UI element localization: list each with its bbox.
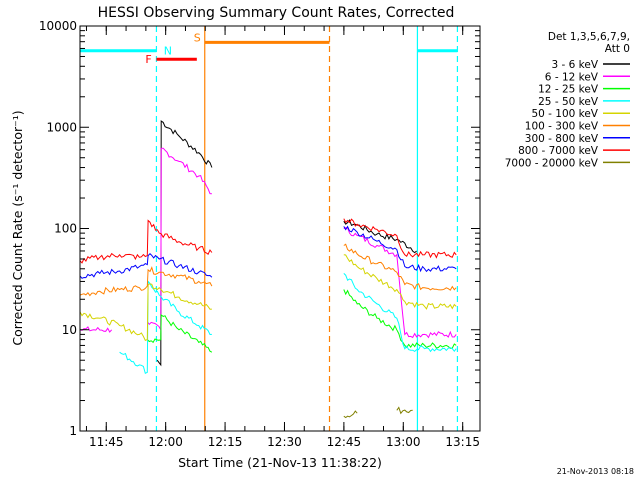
legend-entry-label: 12 - 25 keV	[538, 84, 599, 96]
series-line	[79, 326, 113, 333]
legend-entry-label: 25 - 50 keV	[538, 96, 599, 108]
series-lines	[79, 120, 457, 419]
series-line	[79, 266, 213, 297]
annotations: F S N	[80, 31, 458, 66]
series-line	[156, 120, 213, 367]
legend-title: Att 0	[605, 43, 630, 55]
axes: 1 10 100 1000 10000 11:45 12:00 12:15 12:30 12:45…	[39, 19, 480, 449]
series-line	[79, 219, 213, 264]
x-tick-label: 11:45	[89, 435, 124, 449]
series-line	[343, 273, 457, 353]
legend-entry-label: 6 - 12 keV	[545, 71, 599, 83]
flare-label: F	[145, 53, 151, 66]
x-axis-label: Start Time (21-Nov-13 11:38:22)	[178, 455, 382, 470]
series-line	[343, 289, 457, 349]
legend-entry-label: 800 - 7000 keV	[518, 145, 599, 157]
x-tick-label: 12:00	[148, 435, 183, 449]
y-tick-label: 10	[62, 323, 77, 337]
footer-date: 21-Nov-2013 08:18	[557, 467, 634, 476]
legend-entry-label: 300 - 800 keV	[525, 133, 599, 145]
series-line	[146, 147, 212, 332]
legend-entry-label: 3 - 6 keV	[551, 59, 598, 71]
x-tick-label: 13:15	[445, 435, 480, 449]
legend-title: Det 1,3,5,6,7,9,	[548, 31, 630, 43]
saa-label: S	[194, 31, 201, 44]
y-axis-label: Corrected Count Rate (s⁻¹ detector⁻¹)	[10, 110, 25, 345]
y-tick-label: 1000	[46, 120, 77, 134]
legend-entry-label: 50 - 100 keV	[531, 108, 598, 120]
series-line	[146, 314, 213, 353]
series-line	[343, 218, 457, 259]
series-line	[119, 280, 212, 375]
legend-entry-label: 7000 - 20000 keV	[505, 157, 599, 169]
series-line	[343, 219, 417, 254]
x-tick-label: 13:00	[386, 435, 421, 449]
series-line	[396, 406, 413, 415]
series-line	[79, 283, 212, 342]
series-line	[79, 253, 213, 279]
plot-frame	[79, 25, 481, 432]
y-tick-label: 10000	[39, 19, 77, 33]
series-line	[343, 243, 457, 291]
series-line	[343, 410, 358, 419]
series-line	[343, 225, 457, 273]
y-tick-label: 100	[54, 222, 77, 236]
y-tick-label: 1	[69, 424, 77, 438]
x-tick-label: 12:45	[327, 435, 362, 449]
x-tick-label: 12:30	[267, 435, 302, 449]
vertical-markers	[155, 26, 459, 431]
legend-entry-label: 100 - 300 keV	[525, 121, 599, 133]
chart-title: HESSI Observing Summary Count Rates, Cor…	[98, 5, 455, 21]
night-label: N	[164, 45, 172, 58]
series-line	[343, 227, 457, 339]
x-tick-label: 12:15	[208, 435, 243, 449]
series-line	[343, 254, 457, 310]
